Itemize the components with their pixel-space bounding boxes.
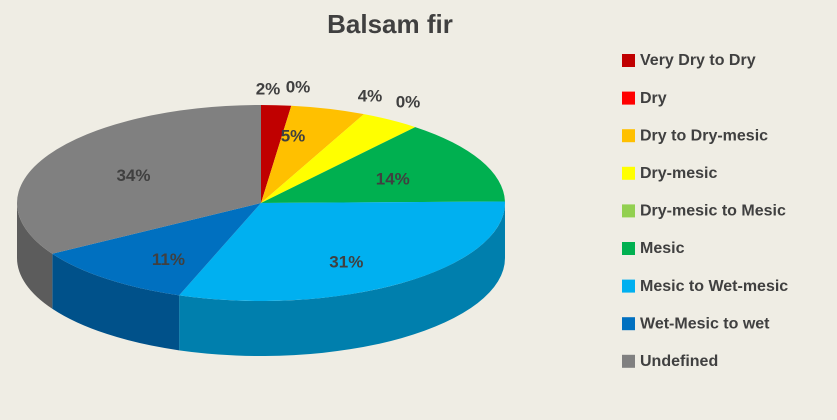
data-label: 2% <box>256 79 281 98</box>
legend-swatch <box>622 54 635 67</box>
legend-label: Mesic <box>640 240 685 257</box>
chart-title: Balsam fir <box>327 9 453 39</box>
legend-swatch <box>622 166 635 180</box>
slice <box>261 114 416 203</box>
legend-swatch <box>622 354 635 368</box>
legend-label: Dry to Dry-mesic <box>640 127 768 144</box>
data-label: 5% <box>281 126 306 145</box>
legend-swatch <box>622 129 635 143</box>
slice-side <box>179 203 506 356</box>
legend-label: Mesic to Wet-mesic <box>640 278 788 295</box>
slice <box>261 127 505 203</box>
slice <box>16 105 261 254</box>
data-label: 34% <box>116 166 150 185</box>
legend-label: Dry <box>640 90 667 107</box>
legend-swatch <box>622 317 635 331</box>
legend-label: Dry-mesic to Mesic <box>640 203 786 220</box>
legend-swatch <box>622 204 635 218</box>
legend-swatch <box>622 242 635 255</box>
slice-side <box>52 253 180 351</box>
data-label: 31% <box>329 253 363 272</box>
legend-swatch <box>622 279 635 293</box>
slice <box>52 203 261 296</box>
slice <box>261 105 292 203</box>
data-label: 0% <box>286 77 311 96</box>
legend-swatch <box>622 91 635 105</box>
data-label: 4% <box>358 86 383 105</box>
slice <box>179 201 506 301</box>
legend-label: Undefined <box>640 353 718 370</box>
slice-side <box>16 203 53 309</box>
data-label: 0% <box>396 92 421 111</box>
legend-label: Wet-Mesic to wet <box>640 315 770 332</box>
legend-label: Dry-mesic <box>640 165 717 182</box>
data-label: 11% <box>152 250 185 269</box>
data-label: 14% <box>376 169 410 188</box>
slice <box>261 105 364 203</box>
legend-label: Very Dry to Dry <box>640 52 756 69</box>
